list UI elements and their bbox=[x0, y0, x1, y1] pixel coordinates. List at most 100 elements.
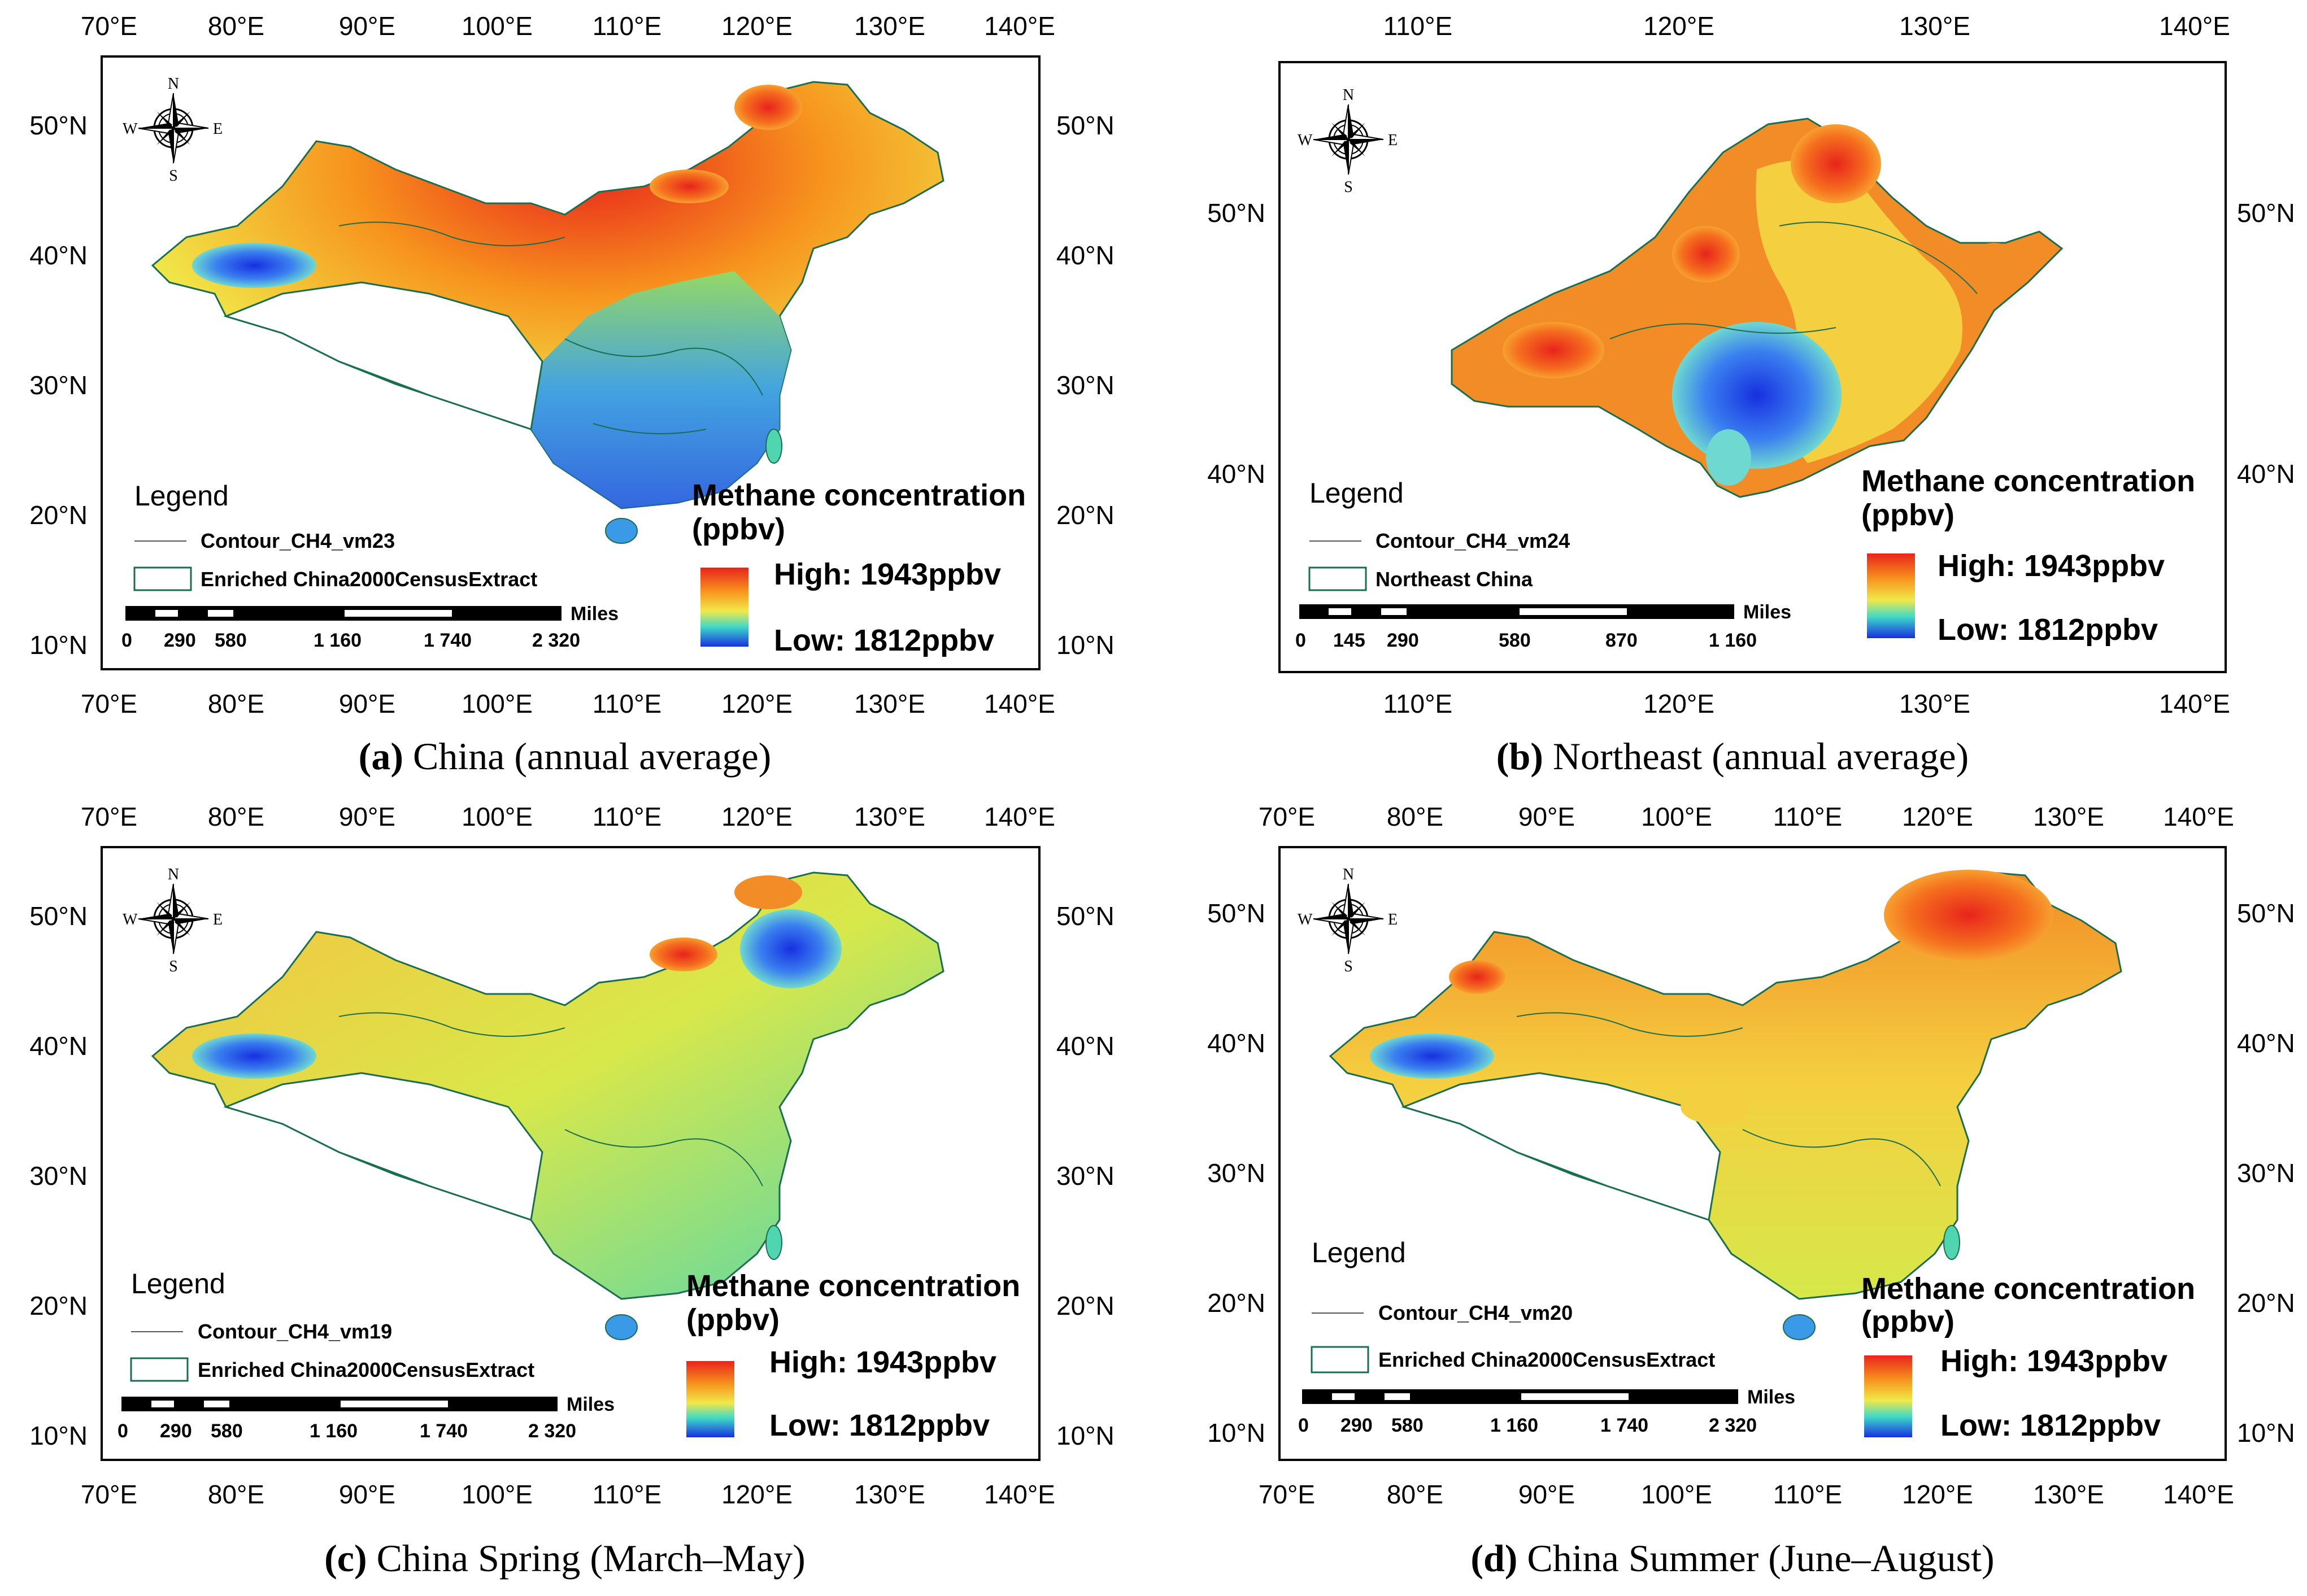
caption-letter: (b) bbox=[1496, 735, 1543, 778]
low-label: Low: 1812ppbv bbox=[774, 623, 994, 657]
color-ramp bbox=[686, 1361, 734, 1437]
scale-label: 1 160 bbox=[1709, 630, 1757, 651]
compass-rose-icon: N S E W bbox=[123, 866, 223, 975]
compass-e: E bbox=[1388, 132, 1398, 149]
scale-label: 1 160 bbox=[314, 630, 362, 651]
lon-label: 100°E bbox=[462, 689, 533, 718]
lon-label: 130°E bbox=[854, 11, 925, 41]
miles-label: Miles bbox=[1743, 601, 1791, 623]
compass-w: W bbox=[1298, 911, 1313, 928]
lat-label: 30°N bbox=[1207, 1158, 1265, 1188]
scale-label: 1 740 bbox=[1600, 1415, 1648, 1436]
lat-label: 50°N bbox=[2237, 198, 2295, 228]
lat-label: 40°N bbox=[2237, 1028, 2295, 1058]
scale-bar-c: Miles 0 290 580 1 160 1 740 2 320 bbox=[117, 1394, 615, 1442]
legend-b: Legend Contour_CH4_vm24 Northeast China … bbox=[1308, 464, 2195, 647]
contour-label: Contour_CH4_vm20 bbox=[1378, 1301, 1573, 1324]
scale-label: 580 bbox=[215, 630, 247, 651]
lon-label: 120°E bbox=[721, 1480, 793, 1509]
lat-label: 10°N bbox=[29, 1421, 88, 1450]
scale-label: 1 740 bbox=[420, 1420, 468, 1442]
low-label: Low: 1812ppbv bbox=[769, 1409, 990, 1442]
lat-ticks-right-c: 50°N 40°N 30°N 20°N 10°N bbox=[1056, 901, 1115, 1450]
lat-label: 50°N bbox=[1056, 901, 1115, 931]
lat-ticks-right-b: 50°N 40°N bbox=[2237, 198, 2295, 489]
high-label: High: 1943ppbv bbox=[774, 557, 1001, 591]
lat-label: 30°N bbox=[29, 1161, 88, 1191]
compass-n: N bbox=[168, 866, 179, 883]
legend-unit-subtitle: (ppbv) bbox=[1861, 498, 1955, 532]
panel-a: N S E W Legend Contour_CH4_vm23 Enriched… bbox=[0, 0, 1130, 791]
legend-unit-title: Methane concentration bbox=[1861, 464, 2195, 498]
map-a: N S E W Legend Contour_CH4_vm23 Enriched… bbox=[29, 11, 1115, 718]
compass-e: E bbox=[213, 911, 223, 928]
caption-letter: (d) bbox=[1470, 1537, 1518, 1580]
lat-label: 10°N bbox=[1207, 1418, 1265, 1447]
scale-label: 290 bbox=[1340, 1415, 1373, 1436]
lon-ticks-bottom-d: 70°E 80°E 90°E 100°E 110°E 120°E 130°E 1… bbox=[1259, 1480, 2234, 1509]
compass-s: S bbox=[169, 958, 178, 975]
lon-label: 130°E bbox=[854, 689, 925, 718]
lon-label: 130°E bbox=[2033, 1480, 2104, 1509]
caption-text: China (annual average) bbox=[403, 735, 772, 778]
high-label: High: 1943ppbv bbox=[769, 1345, 996, 1379]
scale-label: 290 bbox=[160, 1420, 192, 1442]
compass-w: W bbox=[1298, 132, 1313, 149]
lon-label: 110°E bbox=[593, 11, 661, 41]
lon-label: 100°E bbox=[462, 11, 533, 41]
lon-label: 120°E bbox=[1643, 11, 1714, 41]
lon-label: 110°E bbox=[593, 1480, 661, 1509]
lon-label: 110°E bbox=[593, 802, 661, 831]
scale-label: 1 160 bbox=[1490, 1415, 1538, 1436]
lat-label: 10°N bbox=[1056, 1421, 1115, 1450]
lon-ticks-top-d: 70°E 80°E 90°E 100°E 110°E 120°E 130°E 1… bbox=[1259, 802, 2234, 831]
lon-label: 140°E bbox=[2163, 1480, 2234, 1509]
lon-label: 120°E bbox=[721, 11, 793, 41]
scale-label: 2 320 bbox=[532, 630, 580, 651]
boundary-box-icon bbox=[133, 566, 192, 591]
lon-ticks-bottom-a: 70°E 80°E 90°E 100°E 110°E 120°E 130°E 1… bbox=[81, 689, 1055, 718]
lon-label: 140°E bbox=[984, 802, 1055, 831]
lon-label: 70°E bbox=[1259, 802, 1315, 831]
scale-label: 0 bbox=[1295, 630, 1306, 651]
lon-label: 110°E bbox=[593, 689, 661, 718]
lat-label: 10°N bbox=[1056, 630, 1115, 660]
lon-label: 90°E bbox=[339, 689, 395, 718]
lon-label: 110°E bbox=[1383, 689, 1452, 718]
lat-label: 20°N bbox=[1207, 1288, 1265, 1318]
lon-label: 140°E bbox=[984, 11, 1055, 41]
panel-b: N S E W Legend Contour_CH4_vm24 Northeas… bbox=[1158, 0, 2307, 791]
lat-label: 50°N bbox=[1207, 899, 1265, 928]
lon-label: 120°E bbox=[721, 689, 793, 718]
map-c: N S E W Legend Contour_CH4_vm19 Enriched… bbox=[29, 802, 1115, 1509]
low-label: Low: 1812ppbv bbox=[1938, 613, 2158, 647]
lon-label: 90°E bbox=[339, 1480, 395, 1509]
lon-ticks-top-b: 110°E 120°E 130°E 140°E bbox=[1383, 11, 2230, 41]
lon-label: 100°E bbox=[462, 802, 533, 831]
legend-c: Legend Contour_CH4_vm19 Enriched China20… bbox=[130, 1268, 1020, 1442]
caption-b: (b) Northeast (annual average) bbox=[1158, 734, 2307, 779]
lat-label: 20°N bbox=[29, 1291, 88, 1320]
scale-bar-d: Miles 0 290 580 1 160 1 740 2 320 bbox=[1298, 1386, 1795, 1436]
miles-label: Miles bbox=[567, 1394, 615, 1415]
lat-label: 40°N bbox=[2237, 459, 2295, 489]
scale-label: 580 bbox=[211, 1420, 243, 1442]
lon-label: 80°E bbox=[208, 1480, 264, 1509]
boundary-box-icon bbox=[1311, 1346, 1369, 1373]
compass-n: N bbox=[168, 75, 179, 93]
miles-label: Miles bbox=[571, 603, 619, 625]
scale-label: 1 740 bbox=[424, 630, 472, 651]
lat-label: 40°N bbox=[1207, 459, 1265, 489]
china-map-c bbox=[151, 871, 944, 1340]
map-d: N S E W Legend Contour_CH4_vm20 Enriched… bbox=[1207, 802, 2295, 1509]
scale-label: 290 bbox=[164, 630, 196, 651]
lat-label: 30°N bbox=[1056, 1161, 1115, 1191]
compass-rose-icon: N S E W bbox=[123, 75, 223, 185]
lon-label: 120°E bbox=[1902, 1480, 1973, 1509]
scale-label: 2 320 bbox=[1709, 1415, 1757, 1436]
lat-label: 30°N bbox=[29, 370, 88, 400]
compass-s: S bbox=[1344, 178, 1353, 196]
lon-label: 130°E bbox=[854, 802, 925, 831]
scale-label: 0 bbox=[117, 1420, 128, 1442]
lon-label: 110°E bbox=[1773, 1480, 1842, 1509]
